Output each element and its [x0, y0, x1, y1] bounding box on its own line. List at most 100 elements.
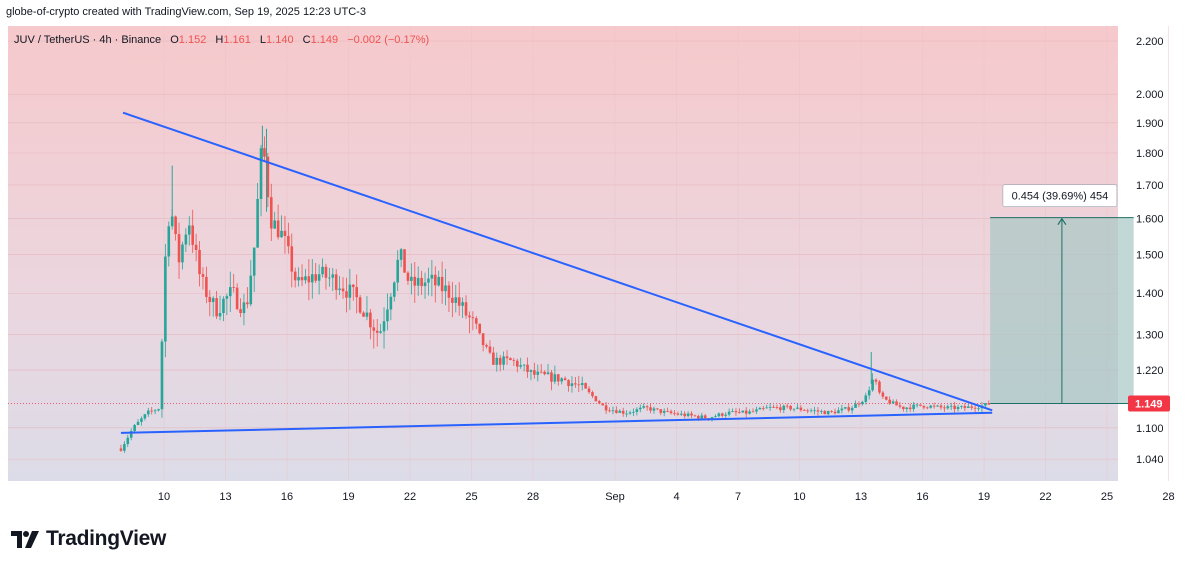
- candle: [181, 241, 184, 270]
- x-tick-label: 25: [1101, 491, 1113, 503]
- y-tick-label: 1.220: [1136, 365, 1164, 377]
- candle: [293, 267, 297, 288]
- candle: [369, 309, 372, 340]
- candle: [386, 293, 389, 331]
- candle: [201, 267, 205, 290]
- candle: [895, 399, 898, 406]
- candle: [949, 402, 953, 411]
- y-tick-label: 1.600: [1136, 214, 1164, 226]
- candle: [847, 403, 850, 413]
- candle: [331, 268, 335, 291]
- candle: [259, 144, 263, 217]
- candle: [744, 407, 748, 418]
- candle: [567, 379, 570, 392]
- candle: [659, 409, 663, 416]
- candle: [714, 414, 717, 418]
- candle: [355, 274, 358, 314]
- candle: [153, 409, 157, 415]
- candle: [905, 407, 909, 413]
- candle: [546, 363, 550, 375]
- high-key: H: [215, 34, 223, 46]
- candle: [553, 365, 557, 385]
- candle: [621, 407, 625, 417]
- candle: [823, 409, 827, 415]
- x-axis: 10 13 16 19 22 25 28 Sep 4 7 10 13 16 19 22 25 28: [158, 491, 1175, 503]
- candle: [758, 406, 762, 410]
- candle: [157, 408, 160, 412]
- candle: [973, 405, 977, 413]
- y-tick-label: 1.100: [1136, 423, 1164, 435]
- candle: [826, 410, 830, 416]
- candle: [683, 411, 686, 419]
- candle: [406, 271, 410, 286]
- price-chart[interactable]: 2.200 2.000 1.900 1.800 1.700 1.600 1.500 1.400…: [8, 26, 1190, 508]
- candle: [724, 412, 727, 419]
- candle: [249, 260, 253, 307]
- x-tick-label: Sep: [605, 491, 625, 503]
- candle: [160, 338, 164, 418]
- ascending-trendline[interactable]: [120, 411, 993, 434]
- candle: [338, 276, 341, 296]
- candle: [416, 266, 420, 296]
- candle: [864, 392, 868, 405]
- candle: [738, 408, 741, 414]
- candle: [321, 258, 324, 278]
- x-tick-label: 22: [1039, 491, 1051, 503]
- candle: [611, 406, 615, 415]
- measure-tool[interactable]: [990, 217, 1134, 404]
- candle: [560, 377, 563, 385]
- candle: [734, 408, 738, 416]
- close-key: C: [303, 34, 311, 46]
- candle: [447, 281, 451, 313]
- y-tick-label: 1.700: [1136, 180, 1164, 192]
- candle: [833, 408, 837, 415]
- candle: [837, 407, 840, 414]
- candle: [645, 404, 649, 411]
- candle: [577, 375, 581, 393]
- candle: [423, 272, 427, 299]
- candle: [533, 362, 536, 379]
- y-tick-label: 1.400: [1136, 288, 1164, 300]
- candle: [314, 262, 317, 284]
- candle: [239, 298, 242, 318]
- candle: [218, 295, 222, 321]
- candle: [246, 287, 249, 309]
- candle: [481, 333, 485, 352]
- candle: [628, 410, 632, 415]
- candle: [495, 352, 499, 372]
- candle: [198, 241, 201, 287]
- candle: [529, 369, 533, 381]
- candle: [184, 228, 188, 253]
- candle: [574, 377, 577, 388]
- candle: [348, 268, 352, 310]
- candle: [232, 273, 235, 293]
- candle: [642, 403, 645, 409]
- candle: [946, 404, 950, 410]
- candle: [898, 402, 902, 409]
- candle: [703, 413, 707, 419]
- candle: [362, 311, 365, 317]
- candle: [731, 408, 734, 413]
- candle: [427, 267, 430, 296]
- candle: [867, 386, 871, 400]
- candle: [843, 406, 847, 410]
- candle: [290, 233, 294, 288]
- current-price-tag: 1.149: [1128, 395, 1170, 412]
- ohlc-legend: JUV / TetherUS · 4h · Binance O1.152 H1.…: [14, 34, 429, 46]
- candle: [502, 351, 505, 371]
- candle: [522, 364, 526, 372]
- candle: [375, 319, 379, 347]
- x-tick-label: 7: [735, 491, 741, 503]
- trendlines[interactable]: [120, 111, 993, 434]
- candle: [748, 409, 751, 415]
- candle: [956, 404, 960, 412]
- candle: [881, 390, 885, 399]
- brand-logo-block[interactable]: TradingView: [10, 527, 166, 551]
- chart-canvas[interactable]: 2.200 2.000 1.900 1.800 1.700 1.600 1.500 1.400…: [8, 26, 1190, 508]
- descending-trendline[interactable]: [122, 111, 993, 412]
- x-tick-label: 28: [1162, 491, 1174, 503]
- candle: [556, 373, 560, 386]
- candle: [399, 247, 403, 268]
- candle: [963, 403, 967, 411]
- y-tick-label: 2.000: [1136, 89, 1164, 101]
